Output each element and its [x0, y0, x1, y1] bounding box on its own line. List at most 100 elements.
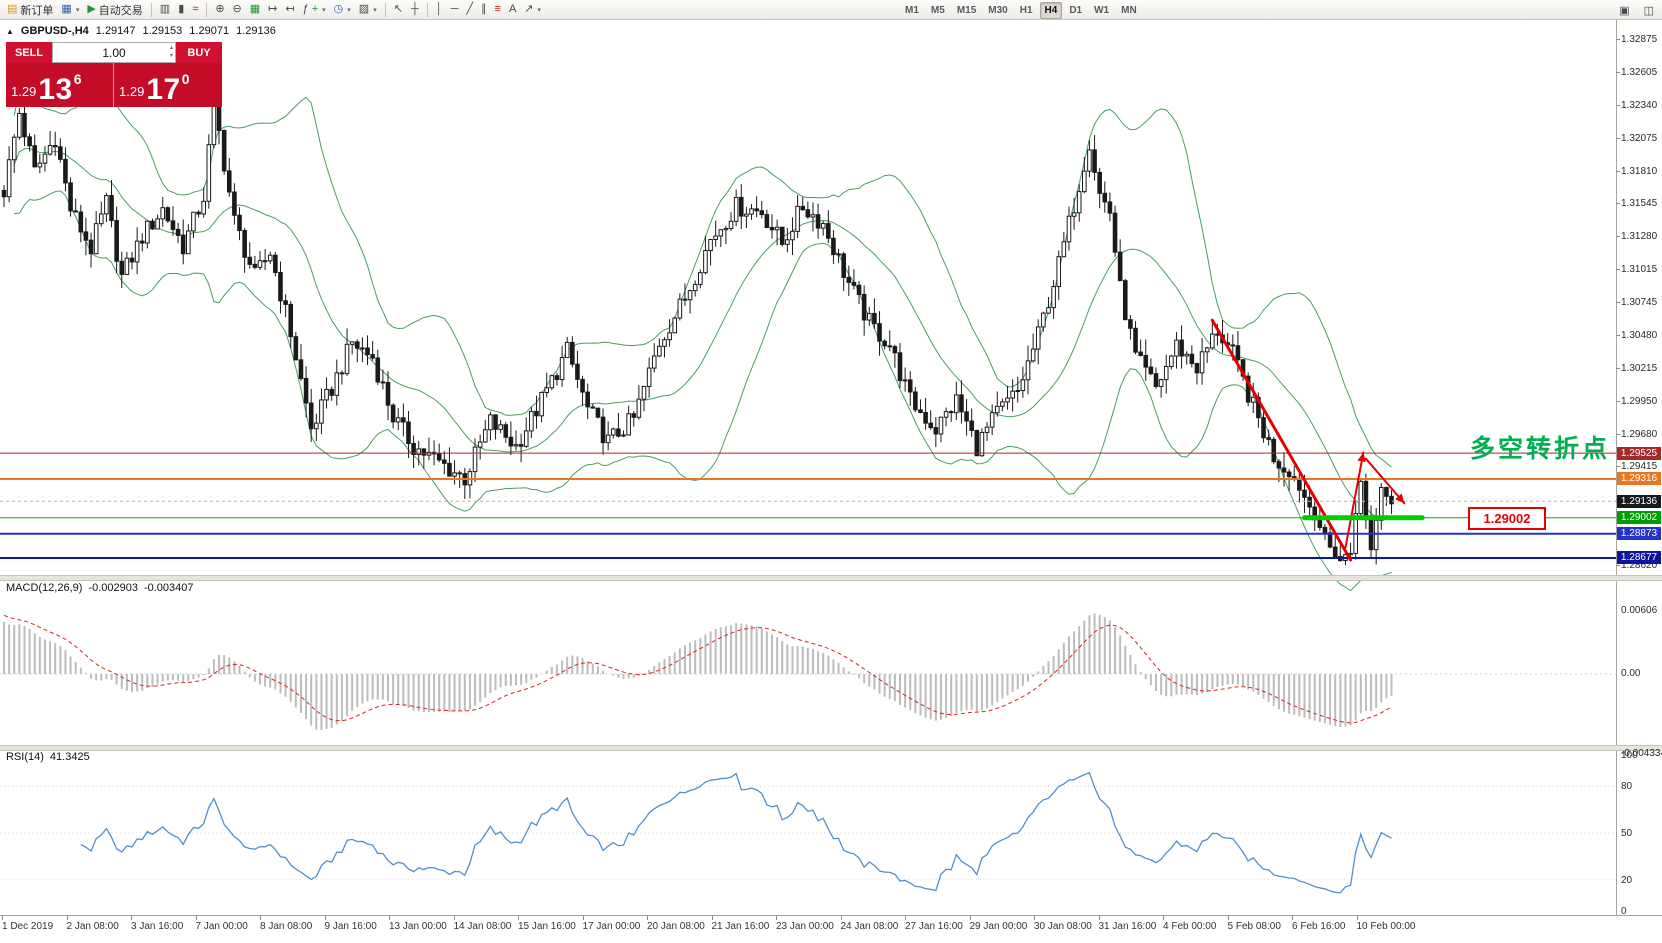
price-axis-label: 1.31545: [1621, 198, 1658, 210]
rsi-axis-label: 0: [1621, 906, 1627, 917]
time-axis-tick: [647, 916, 648, 920]
chart-shift-button[interactable]: ↤: [281, 1, 298, 19]
text-tool-button[interactable]: A: [505, 1, 520, 19]
time-axis-tick: [969, 916, 971, 920]
templates-button[interactable]: ▨ ▾: [355, 1, 381, 19]
ohlc-open: 1.29147: [95, 25, 136, 37]
time-axis-tick: [1034, 916, 1035, 920]
horizontal-line-tool-button[interactable]: ─: [447, 1, 463, 19]
price-axis-tick: [1616, 367, 1620, 369]
time-axis-tick: [518, 916, 519, 920]
macd-name: MACD(12,26,9): [6, 582, 83, 594]
time-axis-label: 8 Jan 08:00: [260, 921, 313, 932]
time-axis-tick: [195, 916, 197, 920]
turning-point-annotation[interactable]: 多空转折点: [1469, 435, 1610, 463]
price-axis-tick: [1616, 236, 1620, 238]
buy-button[interactable]: BUY: [176, 42, 222, 63]
arrows-icon: ↗: [524, 3, 534, 15]
timeframe-button-M1[interactable]: M1: [905, 5, 919, 16]
vertical-line-tool-button[interactable]: │: [432, 1, 447, 19]
cursor-tool-button[interactable]: ↖: [390, 1, 407, 19]
candlestick-chart-button[interactable]: ▮: [174, 1, 188, 19]
price-axis-label: 1.30215: [1621, 362, 1658, 374]
time-axis-label: 20 Jan 08:00: [647, 921, 705, 932]
timeframe-button-D1[interactable]: D1: [1069, 5, 1083, 16]
horizontal-line-icon: ─: [450, 3, 459, 15]
price-axis[interactable]: 1.32875 1.32605 1.32340 1.32075 1.31810 1.315…: [1616, 20, 1662, 917]
volume-input[interactable]: 1.00 ▴ ▾: [52, 42, 176, 63]
buy-price-big: 17: [146, 72, 181, 106]
axis-border: [1616, 20, 1617, 943]
time-axis[interactable]: 1 Dec 2019 2 Jan 08:00 3 Jan 16:00 7 Jan 00…: [0, 915, 1662, 943]
timeframe-button-W1[interactable]: W1: [1094, 5, 1110, 16]
fibonacci-tool-button[interactable]: ≡: [491, 1, 505, 19]
time-axis-tick: [711, 916, 713, 920]
rsi-value: 41.3425: [49, 751, 90, 763]
candlestick-icon: ▮: [178, 3, 185, 15]
window-cascade-button[interactable]: ◫: [1640, 2, 1658, 20]
time-axis-tick: [1227, 916, 1229, 920]
chart-window-button[interactable]: ▦ ▾: [57, 1, 83, 19]
chevron-down-icon: ▾: [322, 6, 326, 14]
arrows-tool-button[interactable]: ↗ ▾: [520, 1, 545, 19]
toolbar-separator: [426, 2, 428, 17]
grid-button[interactable]: ▦: [246, 1, 264, 19]
panel-separator[interactable]: [0, 575, 1662, 581]
text-icon: A: [508, 3, 517, 15]
macd-signal-value: -0.003407: [143, 582, 194, 594]
spin-up-icon[interactable]: ▴: [169, 45, 173, 51]
price-axis-tick: [1616, 137, 1620, 139]
symbol-info-bar: ▲ GBPUSD-,H4 1.29147 1.29153 1.29071 1.2…: [6, 25, 276, 37]
timeframe-button-M15[interactable]: M15: [956, 5, 977, 16]
fibonacci-icon: ≡: [494, 3, 501, 15]
collapse-panel-icon[interactable]: ▲: [6, 26, 14, 36]
price-axis-tick: [1616, 334, 1620, 336]
channel-tool-button[interactable]: ∥: [477, 1, 491, 19]
time-axis-tick: [131, 916, 132, 920]
price-callout-box[interactable]: 1.29002: [1468, 507, 1546, 530]
timeframe-button-H4[interactable]: H4: [1039, 2, 1063, 19]
price-axis-label: 1.30480: [1621, 329, 1658, 341]
periods-button[interactable]: ◷ ▾: [330, 1, 355, 19]
price-axis-label: 1.32875: [1621, 34, 1658, 45]
price-axis-tick: [1616, 466, 1620, 468]
panel-separator[interactable]: [0, 745, 1662, 751]
timeframe-button-MN[interactable]: MN: [1121, 5, 1137, 16]
crosshair-tool-button[interactable]: ┼: [407, 1, 423, 19]
line-chart-button[interactable]: ≈: [188, 1, 202, 19]
sell-button[interactable]: SELL: [6, 42, 52, 63]
indicators-icon: ƒ: [302, 3, 309, 15]
new-order-button[interactable]: ▤ 新订单: [3, 1, 57, 19]
symbol-label: GBPUSD-,H4: [20, 25, 89, 37]
spin-down-icon[interactable]: ▾: [169, 53, 173, 59]
timeframe-button-M5[interactable]: M5: [930, 5, 945, 16]
timeframe-button-M30[interactable]: M30: [988, 5, 1008, 16]
auto-trading-button[interactable]: ▶ 自动交易: [83, 1, 146, 19]
toolbar-separator: [150, 2, 152, 17]
zoom-out-button[interactable]: ⊖: [229, 1, 246, 19]
indicators-button[interactable]: ƒ + ▾: [299, 1, 330, 19]
time-axis-tick: [1356, 916, 1358, 920]
zoom-in-icon: ⊕: [215, 3, 225, 15]
one-click-trading-panel: SELL 1.00 ▴ ▾ BUY 1.29 13 6 1.29 17 0: [6, 42, 222, 107]
clock-icon: ◷: [333, 3, 344, 15]
plus-icon: +: [311, 3, 319, 15]
auto-scroll-button[interactable]: ↦: [264, 1, 281, 19]
trendline-tool-button[interactable]: ╱: [462, 1, 477, 19]
price-tag: 1.29316: [1617, 472, 1661, 486]
buy-price-display[interactable]: 1.29 17 0: [114, 63, 222, 107]
chevron-down-icon: ▾: [347, 6, 351, 14]
zoom-in-button[interactable]: ⊕: [211, 1, 228, 19]
chart-area[interactable]: [0, 20, 1616, 915]
cascade-icon: ◫: [1643, 4, 1654, 17]
new-order-label: 新订单: [20, 4, 54, 17]
time-axis-label: 7 Jan 00:00: [195, 921, 248, 932]
window-arrange-button[interactable]: ▣: [1615, 2, 1633, 20]
sell-price-display[interactable]: 1.29 13 6: [6, 63, 114, 107]
price-axis-label: 1.30745: [1621, 297, 1658, 308]
volume-spinner[interactable]: ▴ ▾: [170, 44, 173, 60]
price-tag: 1.28873: [1617, 527, 1661, 541]
timeframe-button-H1[interactable]: H1: [1019, 5, 1033, 16]
bar-chart-button[interactable]: ▥: [156, 1, 174, 19]
price-axis-label: 1.31280: [1621, 231, 1658, 243]
